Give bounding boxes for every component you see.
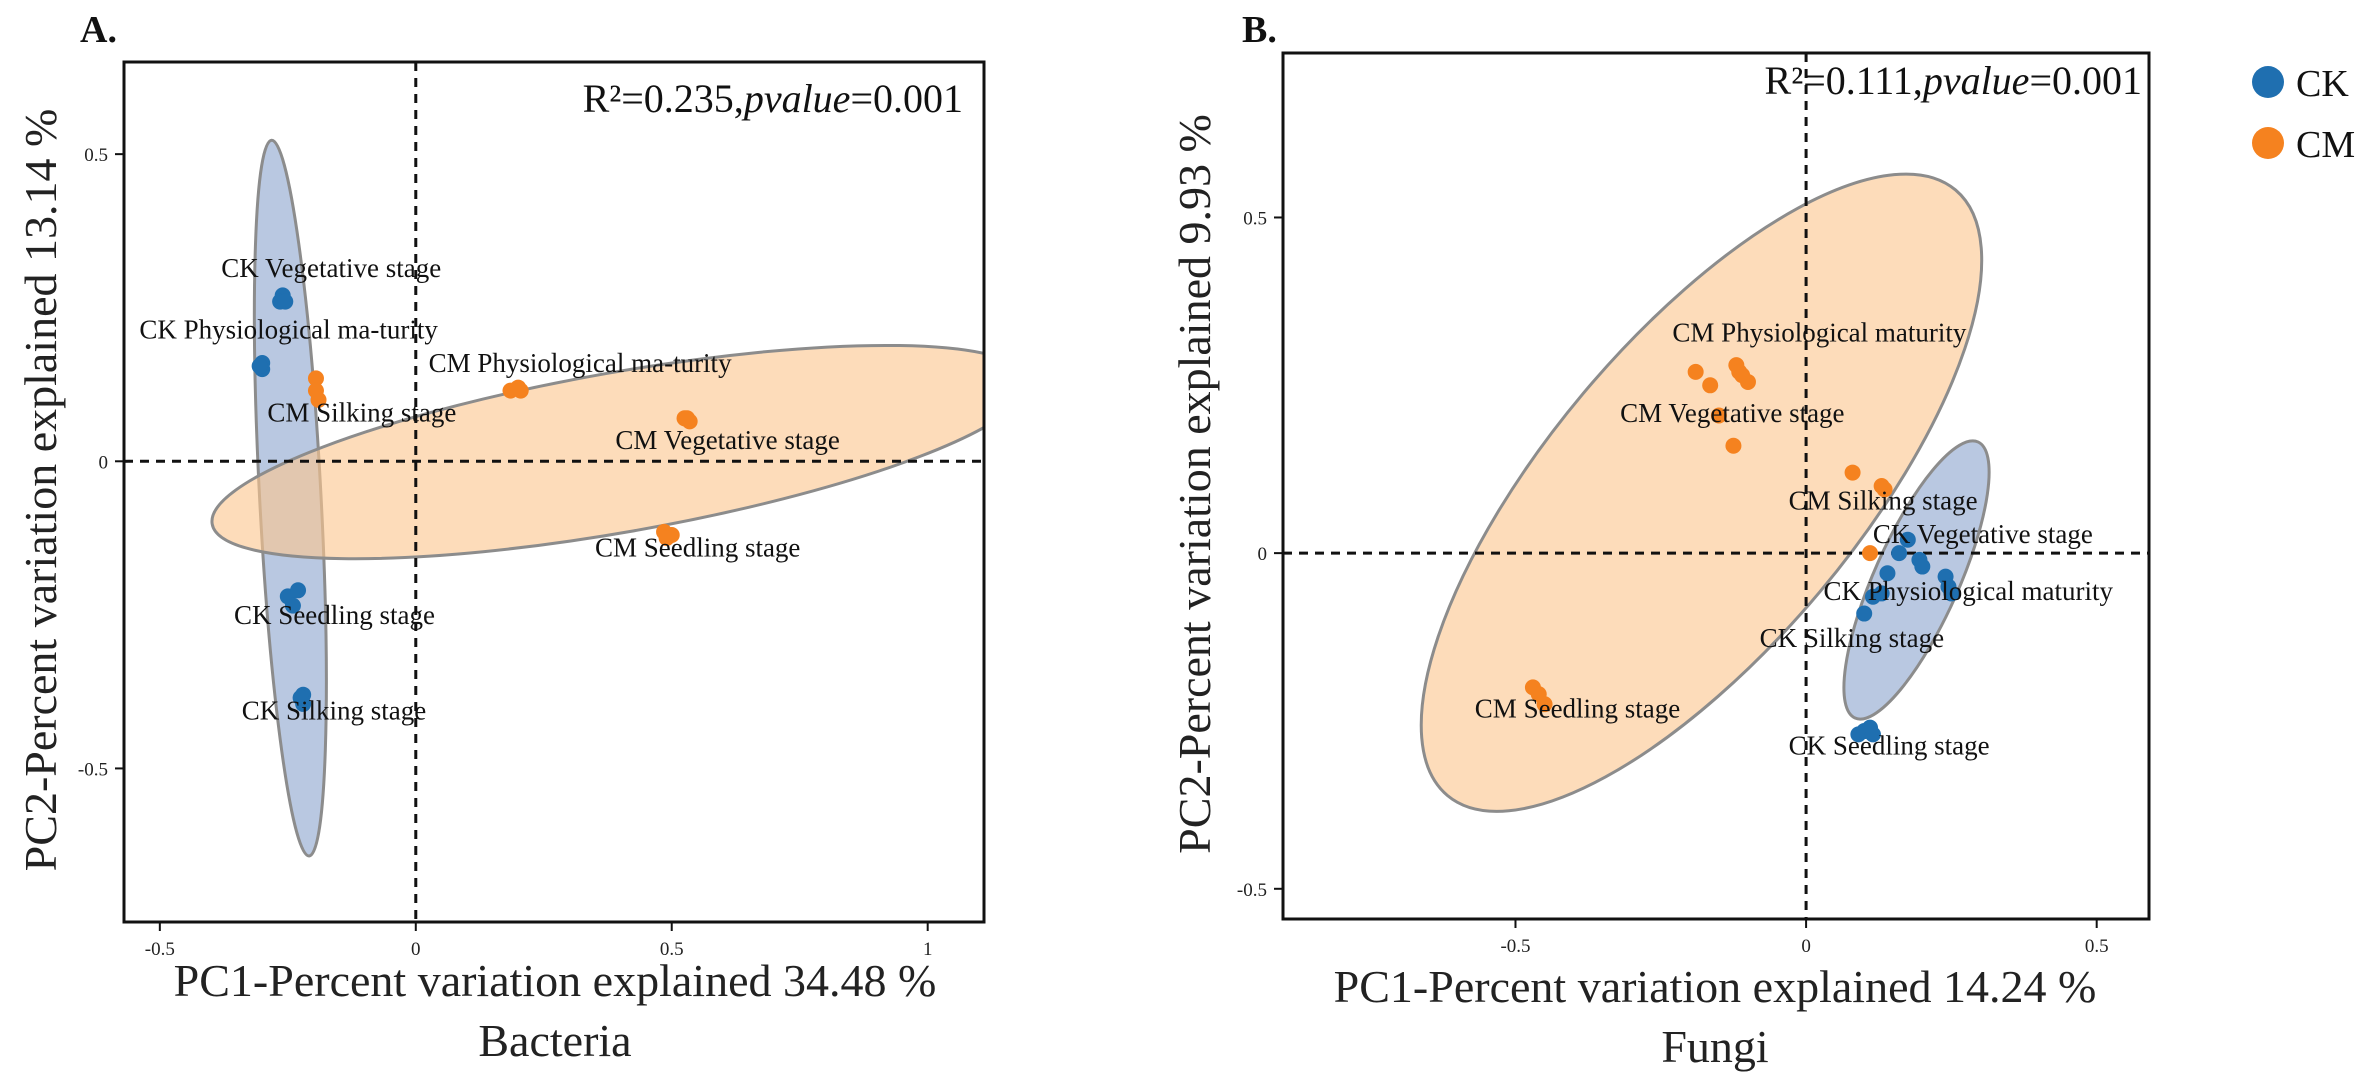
panel-b-point-label: CM Vegetative stage [1620, 398, 1844, 428]
panel-b-point-label: CK Physiological maturity [1824, 576, 2114, 606]
panel-b-axis-ticks: -0.5 0 0.5 -0.5 0 0.5 [1237, 208, 2109, 957]
panel-a-point-ck [277, 293, 294, 310]
panel-b-point-label: CK Silking stage [1760, 623, 1945, 653]
panel-b-point-label: CK Seedling stage [1789, 731, 1990, 761]
panel-a-point-label: CK Seedling stage [234, 600, 435, 630]
panel-a-plot-frame [122, 60, 986, 924]
panel-a-stat-text: R²=0.235,pvalue=0.001 [583, 76, 963, 121]
panel-b-point-ck [1856, 605, 1873, 622]
panel-a-point-ck [292, 689, 309, 706]
panel-b-point-cm [1734, 367, 1751, 384]
panel-b-y-tick-label: 0.5 [1243, 208, 1267, 229]
legend-cm-marker [2252, 127, 2284, 159]
panel-b-point-ck [1943, 585, 1960, 602]
panel-a-point-cm [658, 530, 675, 547]
panel-a-point-label: CK Vegetative stage [221, 253, 441, 283]
panel-b-stat-text: R²=0.111,pvalue=0.001 [1765, 58, 2142, 103]
panel-a-axis-ticks: -0.5 0 0.5 1 -0.5 0 0.5 [78, 145, 933, 960]
panel-a-point-ck [290, 582, 307, 599]
panel-a-point-ck [284, 597, 301, 614]
panel-b-x-tick-label: 0.5 [2085, 936, 2109, 957]
panel-b-point-cm [1725, 437, 1742, 454]
panel-a-y-tick-label: -0.5 [78, 759, 108, 780]
panel-b-point-cm [1710, 407, 1727, 424]
panel-a-ellipse-cm [210, 343, 984, 561]
panel-b-point-label: CM Seedling stage [1475, 694, 1680, 724]
panel-b-plot-frame [1281, 51, 2151, 921]
panel-a-point-label: CM Physiological ma-turity [429, 348, 732, 378]
legend-ck-label: CK [2296, 63, 2349, 105]
panel-a-points [251, 287, 698, 712]
panel-b-y-tick-label: 0 [1258, 544, 1268, 565]
panel-a-y-axis-title: PC2-Percent variation explained 13.14 % [15, 109, 66, 872]
panel-a-x-tick-label: 1 [923, 939, 933, 960]
panel-a-y-tick-label: 0.5 [84, 145, 108, 166]
panel-bacteria: -0.5 0 0.5 1-0.500.5 CK Vegetative stageCK … [15, 9, 986, 1066]
panel-b-x-tick-label: 0 [1801, 936, 1811, 957]
panel-b-point-cm [1844, 464, 1861, 481]
panel-a-x-tick-label: 0.5 [660, 939, 684, 960]
panel-b-ellipse-cm [1419, 172, 1984, 813]
panel-a-point-cm [679, 410, 696, 427]
panel-a-point-label: CM Vegetative stage [615, 425, 839, 455]
panel-a-ellipses [210, 138, 984, 858]
panel-a-point-cm [310, 391, 327, 408]
panel-a-point-label: CM Silking stage [267, 397, 456, 427]
panel-b-point-cm [1862, 545, 1879, 562]
panel-a-point-label: CM Seedling stage [595, 533, 800, 563]
panel-a-point-labels: CK Vegetative stage CK Physiological ma-t… [139, 253, 840, 725]
panel-fungi: -0.5 0 0.5 -0.5 0 0.5 CM Physiological maturi… [1169, 9, 2151, 1072]
panel-a-point-cm [512, 382, 529, 399]
panel-b-point-label: CM Silking stage [1789, 485, 1978, 515]
panel-a-x-tick-label: -0.5 [145, 939, 175, 960]
panel-a-x-tick-label: 0 [411, 939, 421, 960]
panel-b-point-ck [1864, 588, 1881, 605]
legend: CK CM [2252, 63, 2355, 166]
panel-b-point-labels: CM Physiological maturity CM Vegetative s… [1475, 318, 2114, 761]
panel-b-reference-lines [1283, 53, 2149, 919]
panel-b-point-cm [1687, 363, 1704, 380]
panel-b-point-ck [1879, 565, 1896, 582]
panel-b-points [1524, 357, 1960, 743]
panel-b-point-label: CM Physiological maturity [1672, 318, 1966, 348]
panel-b-subtitle: Fungi [1661, 1021, 1768, 1072]
panel-a-point-label: CK Physiological ma-turity [139, 314, 438, 344]
panel-b-letter: B. [1242, 9, 1277, 51]
panel-a-x-axis-title: PC1-Percent variation explained 34.48 % [174, 955, 937, 1006]
panel-a-letter: A. [80, 9, 117, 51]
panel-b-y-tick-label: -0.5 [1237, 880, 1267, 901]
panel-b-point-cm [1702, 377, 1719, 394]
panel-a-point-label: CK Silking stage [242, 695, 427, 725]
panel-b-point-cm [1536, 696, 1553, 713]
panel-b-point-ck [1891, 545, 1908, 562]
panel-b-x-tick-label: -0.5 [1500, 936, 1530, 957]
panel-b-ellipses [1419, 172, 1991, 813]
legend-cm-label: CM [2296, 124, 2355, 166]
panel-a-point-ck [251, 358, 268, 375]
panel-a-subtitle: Bacteria [478, 1015, 631, 1066]
panel-b-point-ck [1914, 558, 1931, 575]
panel-b-point-label: CK Vegetative stage [1873, 519, 2093, 549]
panel-b-point-cm [1876, 481, 1893, 498]
legend-ck-marker [2252, 66, 2284, 98]
panel-b-point-ck [1899, 531, 1916, 548]
panel-b-x-axis-title: PC1-Percent variation explained 14.24 % [1334, 961, 2097, 1012]
panel-b-point-ck [1864, 726, 1881, 743]
panel-a-point-cm [307, 370, 324, 387]
panel-b-y-axis-title: PC2-Percent variation explained 9.93 % [1169, 114, 1220, 854]
panel-a-y-tick-label: 0 [99, 452, 109, 473]
